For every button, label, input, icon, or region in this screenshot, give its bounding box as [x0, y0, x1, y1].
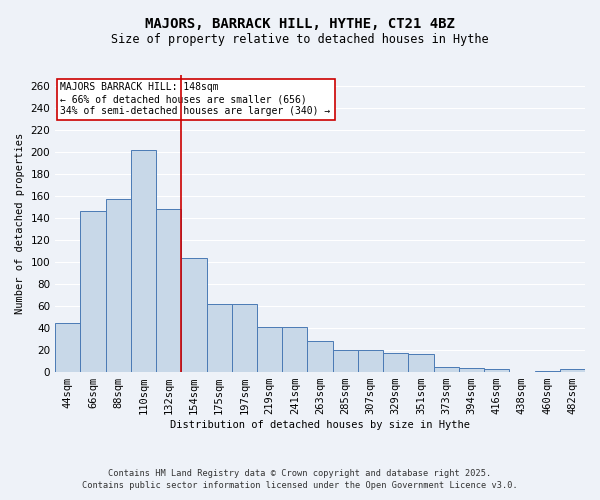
Bar: [383, 354, 409, 372]
Bar: [106, 200, 131, 372]
Bar: [156, 209, 181, 372]
Bar: [535, 371, 560, 372]
Bar: [484, 369, 509, 372]
Bar: [232, 304, 257, 372]
Bar: [206, 304, 232, 372]
Bar: [307, 342, 332, 372]
Text: Size of property relative to detached houses in Hythe: Size of property relative to detached ho…: [111, 32, 489, 46]
Bar: [131, 150, 156, 372]
Bar: [560, 369, 585, 372]
Bar: [55, 322, 80, 372]
Bar: [434, 366, 459, 372]
Bar: [257, 327, 282, 372]
Bar: [459, 368, 484, 372]
Bar: [282, 327, 307, 372]
Bar: [409, 354, 434, 372]
Bar: [80, 212, 106, 372]
Text: MAJORS BARRACK HILL: 148sqm
← 66% of detached houses are smaller (656)
34% of se: MAJORS BARRACK HILL: 148sqm ← 66% of det…: [61, 82, 331, 116]
Text: Contains HM Land Registry data © Crown copyright and database right 2025.
Contai: Contains HM Land Registry data © Crown c…: [82, 468, 518, 490]
Bar: [358, 350, 383, 372]
Text: MAJORS, BARRACK HILL, HYTHE, CT21 4BZ: MAJORS, BARRACK HILL, HYTHE, CT21 4BZ: [145, 18, 455, 32]
Bar: [181, 258, 206, 372]
Y-axis label: Number of detached properties: Number of detached properties: [15, 133, 25, 314]
X-axis label: Distribution of detached houses by size in Hythe: Distribution of detached houses by size …: [170, 420, 470, 430]
Bar: [332, 350, 358, 372]
